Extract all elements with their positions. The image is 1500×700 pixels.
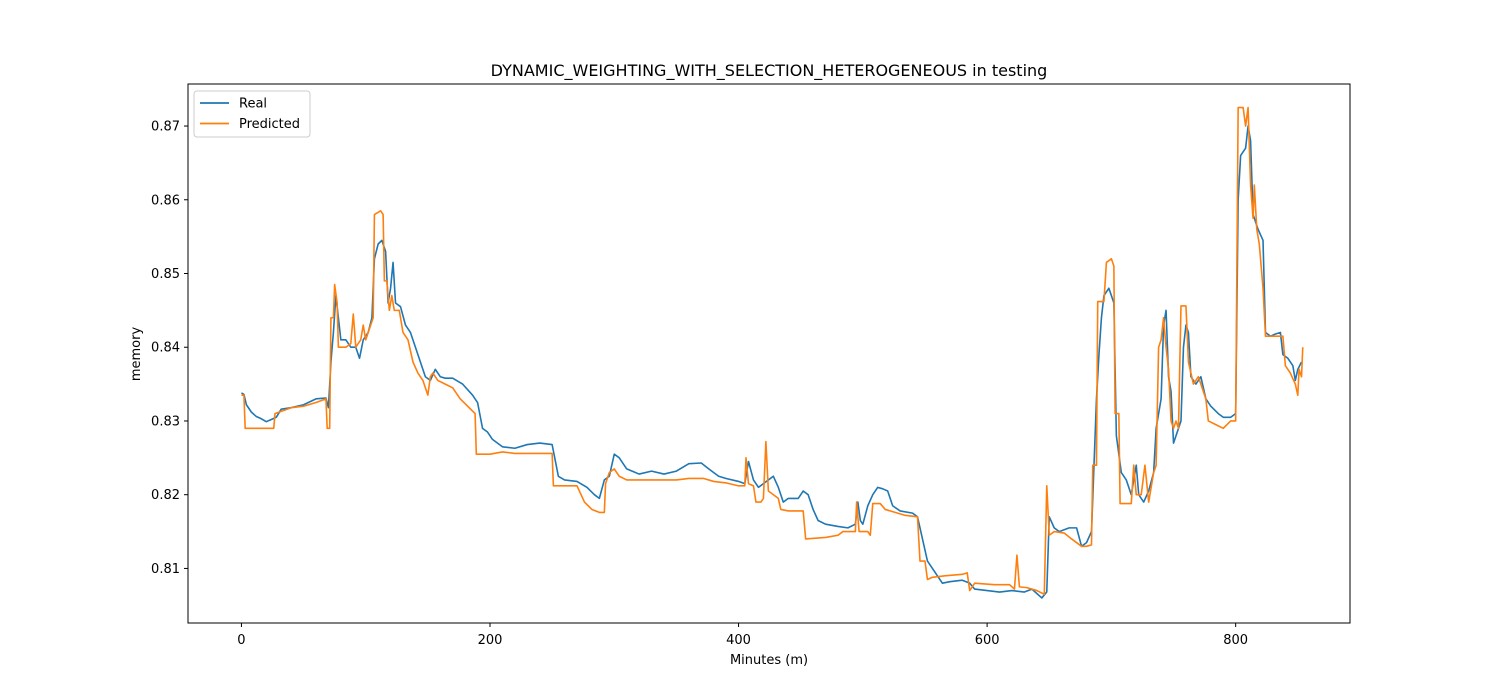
y-tick-label: 0.81 — [151, 562, 180, 577]
x-tick-label: 600 — [975, 633, 1000, 648]
y-tick-label: 0.82 — [151, 488, 180, 503]
plot-area: 0 200 400 600 800 0.810.820.830.840.850.860.… — [151, 83, 1351, 648]
x-tick-label: 400 — [726, 633, 751, 648]
y-axis-label: memory — [129, 327, 144, 382]
series-layer — [241, 106, 1304, 599]
legend: Real Predicted — [193, 90, 311, 138]
y-tick-label: 0.85 — [151, 267, 180, 282]
y-tick-label: 0.87 — [151, 120, 180, 135]
legend-label-predicted: Predicted — [239, 117, 300, 132]
x-axis: 0 200 400 600 800 — [237, 623, 1248, 648]
x-tick-label: 0 — [237, 633, 245, 648]
x-tick-label: 800 — [1223, 633, 1248, 648]
x-tick-label: 200 — [478, 633, 503, 648]
y-tick-label: 0.86 — [151, 193, 180, 208]
legend-label-real: Real — [239, 97, 267, 112]
axes-frame — [187, 83, 1351, 624]
series-line-predicted — [241, 106, 1304, 596]
chart-title: DYNAMIC_WEIGHTING_WITH_SELECTION_HETEROG… — [491, 61, 1048, 81]
y-tick-label: 0.84 — [151, 341, 180, 356]
y-axis: 0.81 0.82 0.83 0.84 0.85 0.86 0.87 — [151, 120, 188, 577]
y-tick-label: 0.83 — [151, 414, 180, 429]
x-axis-label: Minutes (m) — [730, 653, 808, 668]
